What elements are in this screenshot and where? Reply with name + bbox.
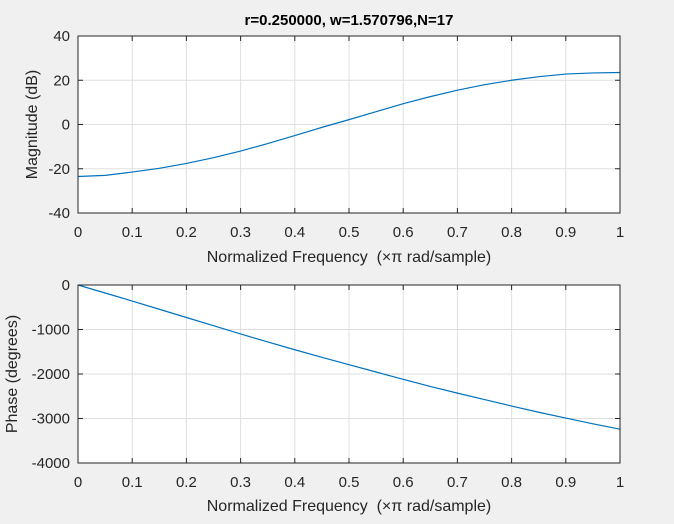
x-tick-label: 0.8 xyxy=(501,474,522,491)
y-tick-label: -40 xyxy=(48,205,70,222)
x-tick-label: 0.5 xyxy=(339,224,360,241)
x-tick-label: 0.1 xyxy=(122,224,143,241)
y-tick-label: 0 xyxy=(62,117,70,134)
x-tick-label: 0 xyxy=(74,224,82,241)
x-tick-label: 0.4 xyxy=(284,474,305,491)
x-tick-label: 0.8 xyxy=(501,224,522,241)
x-tick-label: 0.6 xyxy=(393,474,414,491)
chart-title: r=0.250000, w=1.570796,N=17 xyxy=(245,12,454,29)
x-tick-label: 0.5 xyxy=(339,474,360,491)
y-tick-label: 40 xyxy=(53,28,70,45)
y-axis-label: Magnitude (dB) xyxy=(24,70,41,179)
x-tick-label: 0.6 xyxy=(393,224,414,241)
x-axis-label: Normalized Frequency (×π rad/sample) xyxy=(207,498,491,515)
phase-plot: 0 0.1 0.2 0.3 0.4 0.5 0.6 0.7 0.8 0.9 1 0 -1000 -2000… xyxy=(4,277,624,515)
x-tick-label: 0.7 xyxy=(447,474,468,491)
x-tick-label: 0.9 xyxy=(555,224,576,241)
y-tick-label: 0 xyxy=(62,277,70,294)
x-tick-label: 0.9 xyxy=(555,474,576,491)
x-tick-label: 0.1 xyxy=(122,474,143,491)
y-tick-label: -1000 xyxy=(32,322,70,339)
x-tick-label: 1 xyxy=(616,474,624,491)
y-tick-label: -20 xyxy=(48,161,70,178)
y-axis-label: Phase (degrees) xyxy=(4,315,21,433)
x-tick-label: 0.7 xyxy=(447,224,468,241)
x-tick-label: 0.3 xyxy=(230,224,251,241)
y-tick-label: -3000 xyxy=(32,411,70,428)
magnitude-plot: 0 0.1 0.2 0.3 0.4 0.5 0.6 0.7 0.8 0.9 1 40 20 0 -20 -40… xyxy=(24,12,624,266)
x-tick-label: 1 xyxy=(616,224,624,241)
x-tick-label: 0 xyxy=(74,474,82,491)
x-tick-label: 0.4 xyxy=(284,224,305,241)
y-tick-label: 20 xyxy=(53,72,70,89)
series-line xyxy=(77,71,621,178)
x-tick-label: 0.3 xyxy=(230,474,251,491)
y-tick-label: -2000 xyxy=(32,366,70,383)
series-line xyxy=(77,284,621,430)
x-axis-label: Normalized Frequency (×π rad/sample) xyxy=(207,249,491,266)
x-tick-label: 0.2 xyxy=(176,474,197,491)
x-tick-label: 0.2 xyxy=(176,224,197,241)
y-tick-label: -4000 xyxy=(32,455,70,472)
